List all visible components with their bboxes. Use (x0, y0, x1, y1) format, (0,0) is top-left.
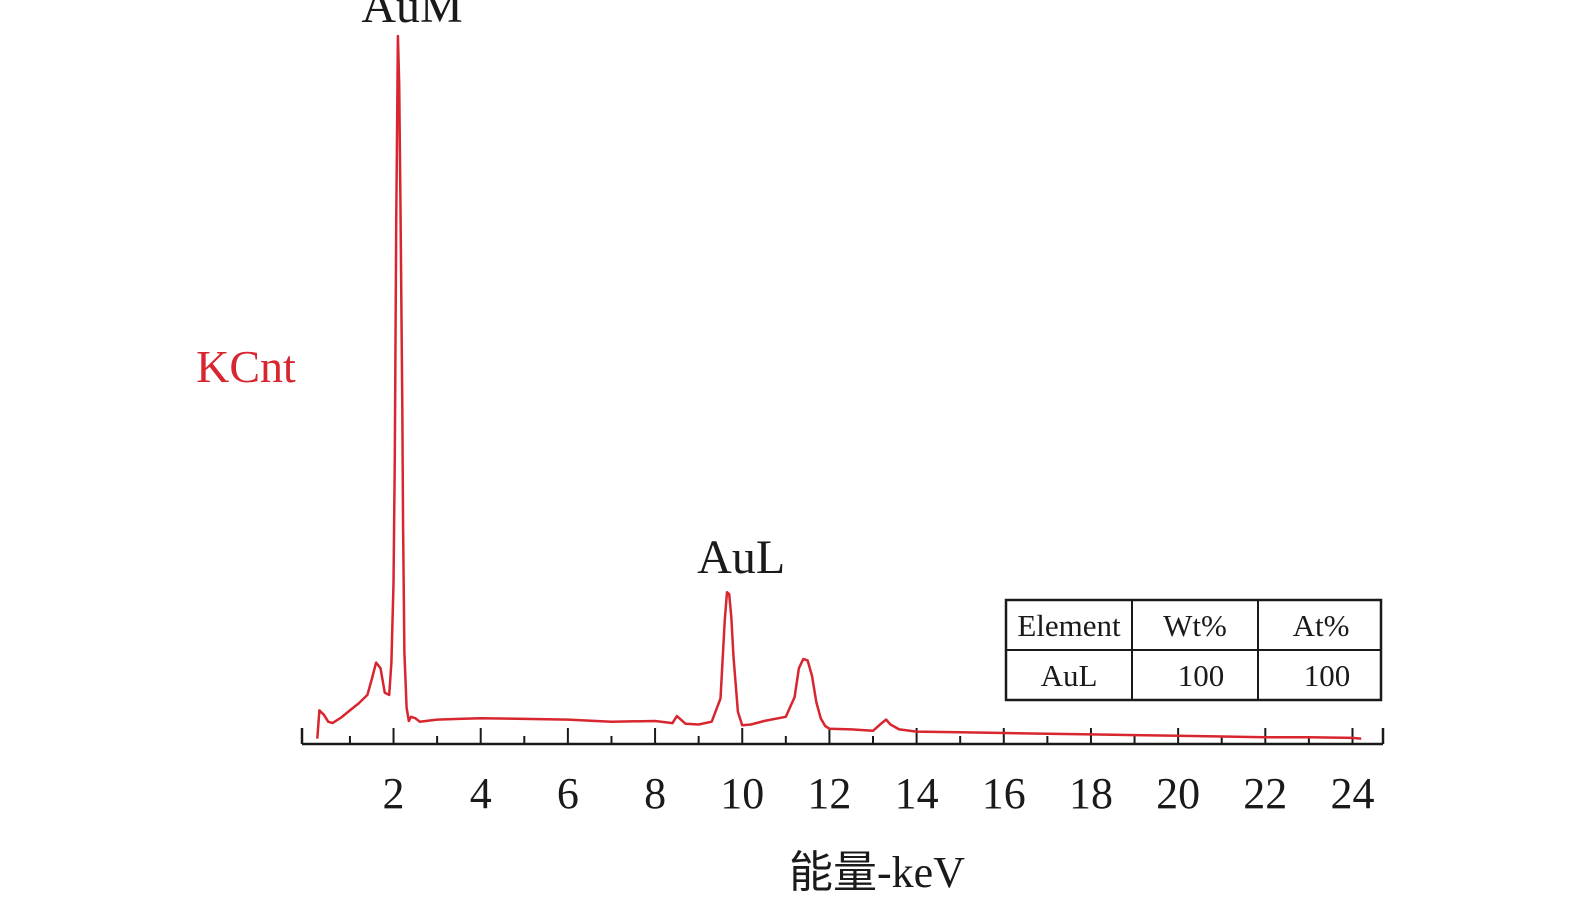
x-tick-label: 18 (1069, 769, 1113, 818)
x-tick-label: 6 (557, 769, 579, 818)
x-axis (300, 728, 1385, 746)
x-axis-label: 能量-keV (789, 848, 965, 897)
spectrum-series (316, 34, 1362, 740)
x-tick-label: 24 (1330, 769, 1374, 818)
x-tick-label: 20 (1156, 769, 1200, 818)
composition-table: Element Wt% At% AuL 100 100 (1004, 598, 1383, 702)
table-cell-wt: 100 (1178, 658, 1225, 693)
x-tick-label: 22 (1243, 769, 1287, 818)
y-axis-label: KCnt (196, 341, 296, 392)
x-tick-label: 16 (982, 769, 1026, 818)
table-header-at: At% (1293, 608, 1350, 643)
table-header-wt: Wt% (1163, 608, 1227, 643)
spectrum-line (316, 34, 1362, 740)
x-tick-label: 8 (644, 769, 666, 818)
x-tick-label: 2 (383, 769, 405, 818)
x-tick-label: 14 (895, 769, 939, 818)
peak-label: AuL (697, 531, 785, 584)
table-header-element: Element (1017, 608, 1121, 643)
peak-labels: AuM AuL (361, 0, 785, 584)
table-cell-at: 100 (1304, 658, 1351, 693)
x-tick-label: 10 (720, 769, 764, 818)
table-cell-element: AuL (1041, 658, 1098, 693)
x-tick-label: 12 (807, 769, 851, 818)
x-axis-ticks: 2 4 6 8 10 12 14 16 18 20 22 24 (348, 728, 1374, 818)
x-tick-label: 4 (470, 769, 492, 818)
peak-label: AuM (361, 0, 462, 33)
